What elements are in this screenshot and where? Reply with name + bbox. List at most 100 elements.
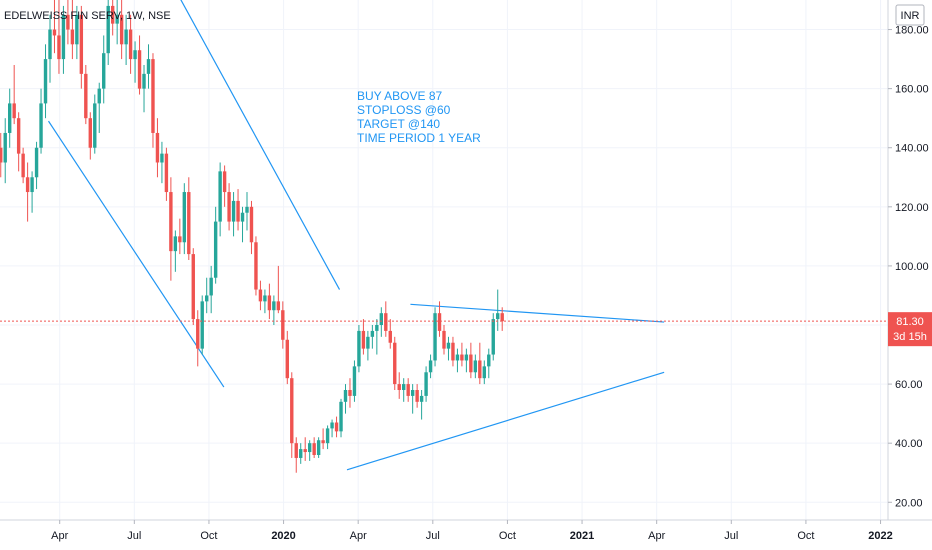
- candle: [464, 348, 469, 373]
- candle-body: [245, 206, 249, 213]
- candle-body: [428, 360, 433, 373]
- candle-body: [419, 395, 424, 402]
- candle: [406, 378, 410, 402]
- candle-body: [75, 14, 79, 45]
- candle-body: [12, 103, 16, 119]
- candle: [187, 177, 191, 260]
- candle-body: [0, 147, 3, 163]
- candle-body: [52, 29, 57, 36]
- candle-body: [263, 295, 267, 302]
- candle: [312, 437, 316, 458]
- candle-body: [61, 14, 66, 60]
- candle-body: [21, 153, 25, 178]
- candle: [482, 360, 486, 385]
- candle: [231, 192, 236, 237]
- candle: [66, 0, 70, 45]
- candle-body: [213, 221, 218, 278]
- candle-body: [384, 313, 388, 331]
- candle: [496, 289, 500, 331]
- candle-body: [128, 29, 133, 60]
- candle-body: [370, 330, 375, 337]
- candle-body: [137, 50, 142, 89]
- candle: [437, 301, 442, 337]
- candle-body: [88, 118, 92, 148]
- candle: [182, 183, 187, 255]
- candle: [21, 147, 25, 184]
- candle-body: [424, 372, 428, 396]
- candle: [316, 437, 321, 458]
- annotation-line: STOPLOSS @60: [357, 103, 451, 117]
- candle-body: [272, 301, 276, 311]
- candle: [410, 384, 415, 414]
- candle-body: [97, 88, 101, 104]
- candle-body: [397, 384, 401, 390]
- candle: [388, 319, 392, 349]
- trendline[interactable]: [410, 303, 665, 323]
- candle-body: [191, 254, 195, 320]
- candle: [84, 65, 88, 125]
- trendline[interactable]: [346, 371, 665, 471]
- candle-body: [437, 313, 442, 331]
- candle: [352, 360, 357, 402]
- candle-body: [187, 192, 191, 255]
- candle-body: [146, 59, 151, 74]
- candle: [173, 230, 178, 272]
- candle: [39, 88, 43, 154]
- candle: [97, 82, 101, 133]
- y-tick-label: 160.00: [895, 84, 929, 96]
- candle-body: [48, 29, 52, 60]
- candle-body: [66, 14, 70, 30]
- candle: [169, 177, 173, 281]
- candle: [325, 425, 330, 450]
- time-axis[interactable]: Apr Jul Oct 2020 Apr Jul Oct 2021 Apr Jul Oct 2022: [0, 519, 932, 542]
- candle: [379, 307, 384, 337]
- candle: [48, 14, 52, 83]
- candle-body: [307, 443, 312, 453]
- last-price-box: [888, 312, 932, 347]
- candle-body: [276, 301, 281, 311]
- candle-body: [133, 50, 137, 60]
- y-tick-label: 20.00: [895, 497, 923, 509]
- trendline[interactable]: [157, 0, 341, 290]
- candle: [196, 310, 200, 367]
- candle: [52, 0, 57, 54]
- candle: [334, 416, 339, 438]
- price-axis[interactable]: 20.0040.0060.0080.00100.00120.00140.0016…: [887, 0, 929, 520]
- x-tick-label: Apr: [350, 530, 367, 542]
- candle: [218, 162, 222, 237]
- candle-body: [325, 428, 330, 444]
- candle-body: [110, 5, 115, 24]
- candle: [281, 301, 285, 349]
- candle: [133, 41, 137, 83]
- candle-body: [209, 277, 213, 296]
- candle-body: [446, 342, 451, 349]
- candle: [285, 330, 289, 385]
- candle-body: [267, 295, 272, 311]
- candle: [402, 378, 406, 402]
- candle-body: [178, 236, 182, 243]
- candle-body: [451, 342, 455, 361]
- trendline[interactable]: [48, 120, 225, 388]
- candle: [433, 307, 437, 367]
- currency-badge[interactable]: INR: [895, 4, 925, 26]
- candle-body: [388, 330, 392, 343]
- candle-body: [25, 177, 30, 193]
- candle: [128, 14, 133, 74]
- candle: [258, 280, 263, 311]
- candle-body: [142, 73, 146, 89]
- candle-body: [375, 325, 379, 331]
- bar-countdown: 3d 15h: [893, 331, 927, 343]
- candle-body: [169, 192, 173, 252]
- candle-body: [258, 289, 263, 302]
- candle: [469, 342, 473, 379]
- candle: [415, 384, 419, 408]
- candle: [330, 419, 334, 438]
- candle: [397, 372, 401, 399]
- candle: [34, 141, 39, 190]
- x-tick-label: 2022: [868, 530, 892, 542]
- candle-body: [151, 59, 155, 133]
- candle: [16, 112, 21, 172]
- candle: [236, 189, 240, 231]
- candle-body: [303, 449, 307, 453]
